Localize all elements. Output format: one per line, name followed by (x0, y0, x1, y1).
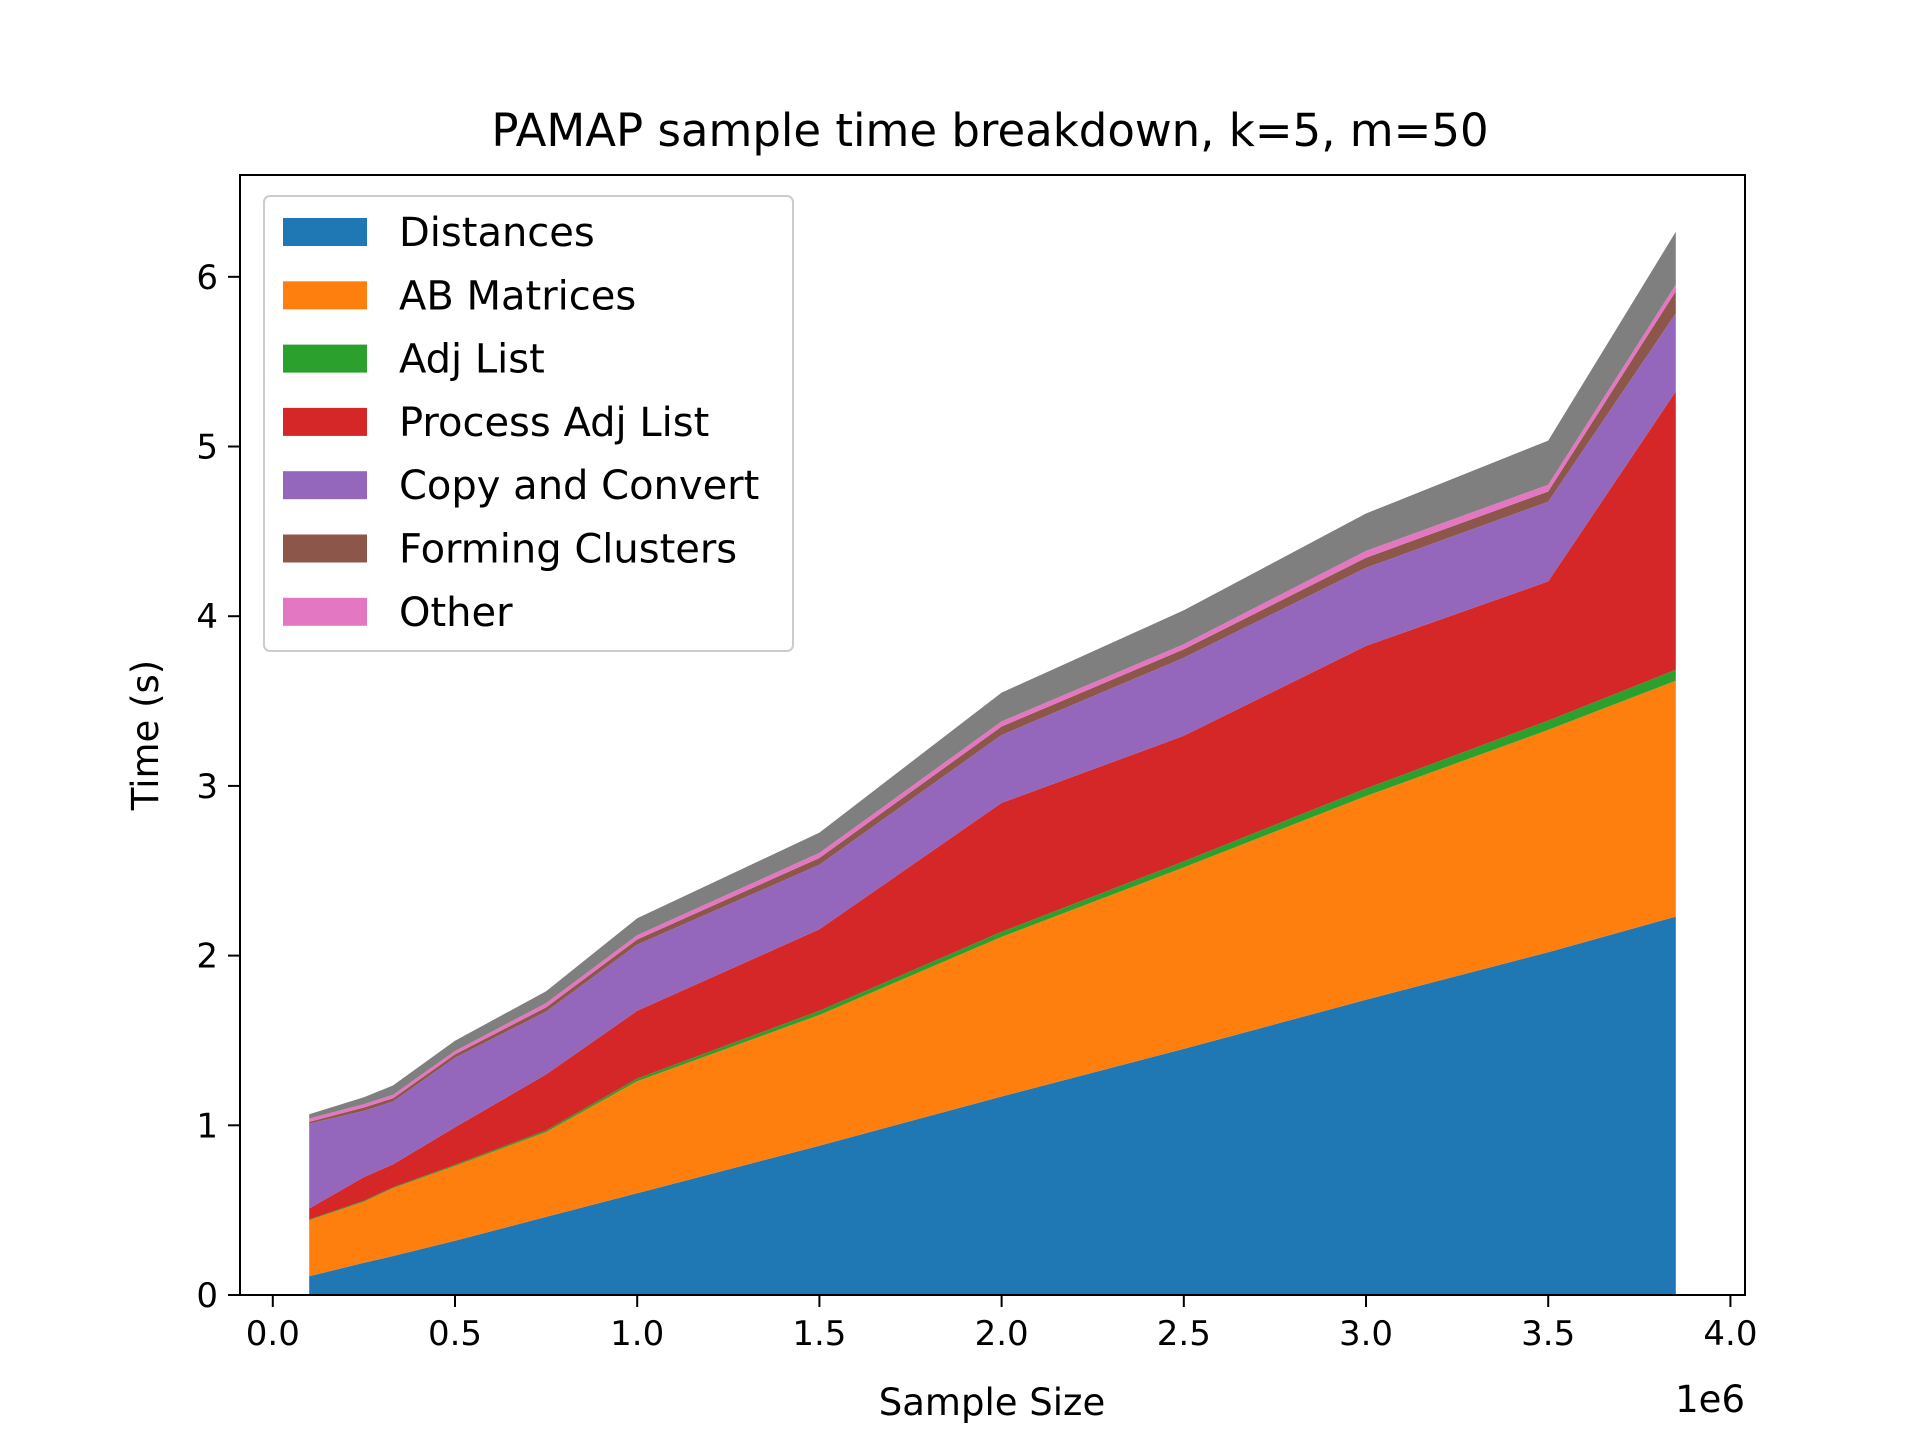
area-layers (309, 231, 1676, 1295)
legend-box (263, 195, 794, 652)
legend-label: Copy and Convert (399, 463, 759, 509)
legend-label: Forming Clusters (399, 527, 737, 573)
legend-label: Adj List (399, 337, 545, 383)
legend-swatch (283, 218, 367, 246)
x-axis-offset-label: 1e6 (1675, 1378, 1745, 1421)
x-tick-label: 2.0 (975, 1314, 1029, 1354)
y-tick-label: 6 (196, 258, 218, 298)
legend-swatch (283, 344, 367, 373)
x-tick-label: 0.0 (246, 1314, 300, 1354)
y-tick-label: 5 (196, 428, 218, 468)
legend-swatch (283, 281, 367, 310)
y-tick-label: 4 (196, 597, 218, 637)
legend-label: Process Adj List (399, 400, 709, 446)
y-axis-label: Time (s) (124, 660, 167, 811)
legend-label: AB Matrices (399, 273, 636, 319)
chart-title: PAMAP sample time breakdown, k=5, m=50 (491, 104, 1488, 157)
area-distances (309, 916, 1676, 1295)
legend: Distances AB Matrices Adj List Process Adj … (263, 195, 794, 652)
y-tick-label: 3 (196, 767, 218, 807)
area-copy-and-convert (309, 313, 1676, 1209)
legend-swatch (283, 534, 367, 563)
legend-swatch (283, 597, 367, 626)
plot-frame (239, 174, 1746, 1296)
x-tick-label: 1.5 (792, 1314, 846, 1354)
x-axis-label: Sample Size (879, 1381, 1105, 1424)
y-tick-label: 0 (196, 1276, 218, 1316)
x-tick-label: 0.5 (428, 1314, 482, 1354)
y-tick-label: 1 (196, 1106, 218, 1146)
x-axis-ticks: 0.0 0.5 1.0 1.5 2.0 2.5 3.0 3.5 4.0 (246, 1295, 1757, 1354)
x-tick-label: 4.0 (1703, 1314, 1757, 1354)
legend-items: Distances AB Matrices Adj List Process Adj … (283, 210, 759, 636)
area-adj-list (309, 669, 1676, 1221)
area-ab-matrices (309, 680, 1676, 1277)
x-tick-label: 3.5 (1521, 1314, 1575, 1354)
legend-label: Distances (399, 210, 595, 256)
x-tick-label: 1.0 (610, 1314, 664, 1354)
legend-swatch (283, 407, 367, 436)
x-tick-label: 2.5 (1157, 1314, 1211, 1354)
y-tick-label: 2 (196, 937, 218, 977)
legend-label: Other (399, 590, 513, 636)
x-tick-label: 3.0 (1339, 1314, 1393, 1354)
y-axis-ticks: 0 1 2 3 4 5 6 (196, 258, 240, 1316)
legend-swatch (283, 471, 367, 500)
area-process-adj-list (309, 391, 1676, 1220)
